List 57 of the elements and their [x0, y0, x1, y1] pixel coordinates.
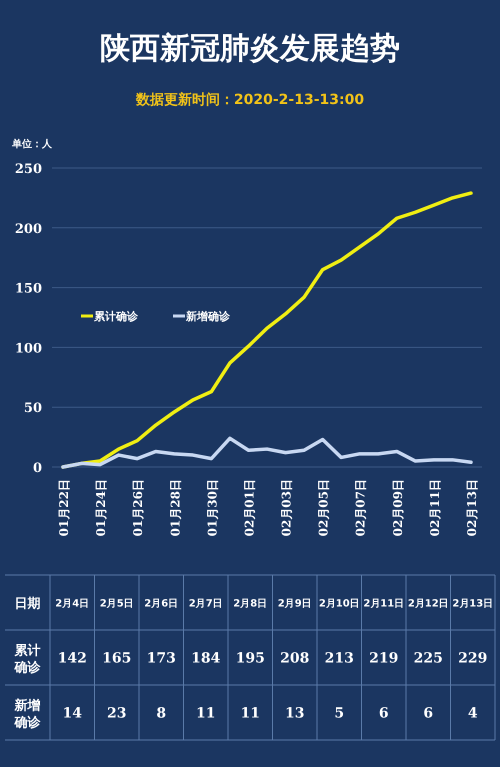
- x-tick-label: 02月07日: [354, 479, 368, 536]
- data-label: 6: [423, 706, 434, 722]
- category-label: 2月11日: [363, 598, 404, 610]
- data-label: 6: [378, 706, 389, 722]
- chart-title: 陕西新冠肺炎发展趋势: [100, 31, 400, 66]
- legend-label: 新增确诊: [185, 310, 231, 323]
- category-label: 2月10日: [318, 598, 360, 610]
- data-label: 213: [324, 650, 354, 666]
- x-tick-label: 02月01日: [242, 479, 256, 536]
- y-tick-label: 100: [14, 341, 42, 356]
- category-label: 2月8日: [233, 598, 268, 610]
- text: 累计确诊: [14, 644, 42, 676]
- data-label: 8: [156, 706, 166, 722]
- category-label: 2月13日: [452, 598, 494, 610]
- data-label: 4: [468, 706, 478, 722]
- category-label: 2月5日: [100, 598, 134, 610]
- data-label: 173: [146, 650, 176, 666]
- data-label: 11: [196, 706, 216, 722]
- legend-label: 累计确诊: [93, 310, 139, 323]
- data-label: 142: [58, 650, 87, 666]
- line-series: [61, 436, 473, 469]
- y-tick-label: 200: [14, 222, 42, 237]
- x-tick-label: 01月22日: [57, 479, 71, 536]
- y-axis-title: 单位：人: [11, 138, 53, 150]
- category-label: 2月12日: [408, 598, 449, 610]
- category-label: 2月6日: [144, 598, 178, 610]
- category-label: 2月7日: [188, 598, 223, 610]
- data-label: 14: [62, 706, 82, 722]
- data-label: 225: [414, 650, 443, 666]
- x-tick-label: 02月09日: [390, 479, 405, 536]
- chart-subtitle: 数据更新时间：2020-2-13-13:00: [134, 91, 364, 108]
- data-label: 184: [191, 650, 221, 666]
- x-tick-label: 02月13日: [465, 479, 479, 536]
- text: 日期: [14, 596, 40, 612]
- data-label: 5: [334, 706, 344, 722]
- x-tick-label: 01月26日: [131, 479, 146, 536]
- data-label: 165: [102, 650, 132, 666]
- x-tick-label: 01月28日: [168, 479, 182, 536]
- category-label: 2月9日: [278, 598, 312, 610]
- data-label: 13: [285, 706, 304, 722]
- y-tick-label: 0: [32, 461, 42, 476]
- data-label: 219: [369, 650, 398, 666]
- data-label: 195: [236, 650, 265, 666]
- data-label: 208: [280, 650, 310, 666]
- y-tick-label: 150: [14, 282, 42, 297]
- x-tick-label: 02月05日: [316, 479, 331, 536]
- x-tick-label: 01月24日: [94, 479, 108, 536]
- text: 新增确诊: [14, 698, 42, 730]
- x-tick-label: 02月11日: [428, 479, 442, 536]
- y-tick-label: 250: [14, 162, 42, 177]
- data-label: 229: [458, 650, 488, 666]
- x-tick-label: 02月03日: [280, 479, 294, 536]
- x-tick-label: 01月30日: [205, 479, 220, 536]
- category-label: 2月4日: [55, 598, 90, 610]
- y-tick-label: 50: [24, 401, 42, 416]
- data-label: 11: [240, 706, 260, 722]
- data-label: 23: [107, 706, 126, 722]
